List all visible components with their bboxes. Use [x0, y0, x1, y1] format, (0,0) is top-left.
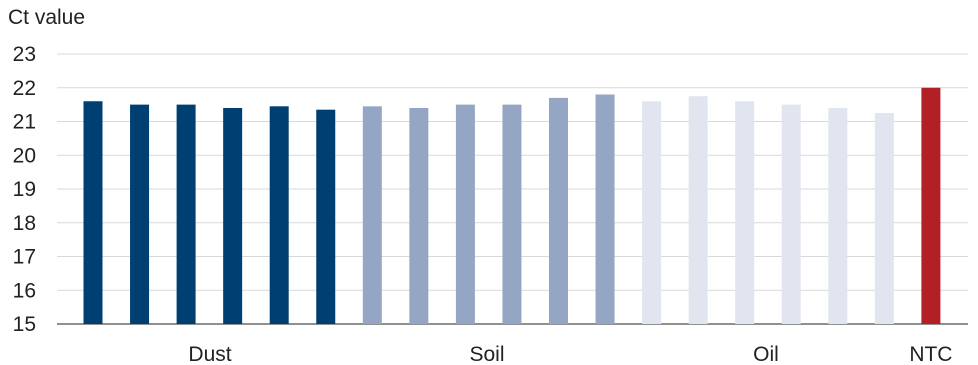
bar-soil — [409, 108, 429, 324]
group-label-soil: Soil — [469, 343, 504, 365]
bars — [83, 87, 941, 324]
bar-soil — [595, 94, 615, 324]
bar-soil — [502, 104, 522, 324]
bar-soil — [455, 104, 475, 324]
y-tick-label: 15 — [13, 313, 36, 336]
bar-dust — [130, 104, 150, 324]
y-tick-label: 16 — [13, 279, 36, 302]
bar-dust — [223, 108, 243, 324]
bar-oil — [688, 96, 708, 324]
group-label-oil: Oil — [753, 343, 779, 365]
y-tick-label: 19 — [13, 178, 36, 201]
y-tick-labels: 15 16 17 18 19 20 21 22 23 — [13, 43, 36, 336]
y-axis-title: Ct value — [8, 6, 85, 29]
bar-dust — [269, 106, 289, 324]
y-tick-label: 17 — [13, 246, 36, 269]
bar-dust — [176, 104, 196, 324]
y-tick-label: 22 — [13, 77, 36, 100]
y-tick-label: 21 — [13, 111, 36, 134]
bar-dust — [83, 101, 103, 324]
bar-dust — [316, 109, 336, 324]
bar-oil — [874, 113, 894, 324]
y-tick-label: 18 — [13, 212, 36, 235]
bar-oil — [828, 108, 848, 324]
group-label-ntc: NTC — [909, 343, 952, 365]
bar-oil — [642, 101, 662, 324]
y-tick-label: 23 — [13, 43, 36, 66]
group-labels: Dust Soil Oil NTC — [188, 343, 952, 365]
bar-soil — [549, 97, 568, 324]
bar-soil — [362, 106, 382, 324]
y-tick-label: 20 — [13, 144, 36, 167]
bar-oil — [781, 104, 801, 324]
bar-oil — [735, 101, 755, 324]
bar-ntc — [921, 87, 941, 324]
group-label-dust: Dust — [188, 343, 231, 365]
